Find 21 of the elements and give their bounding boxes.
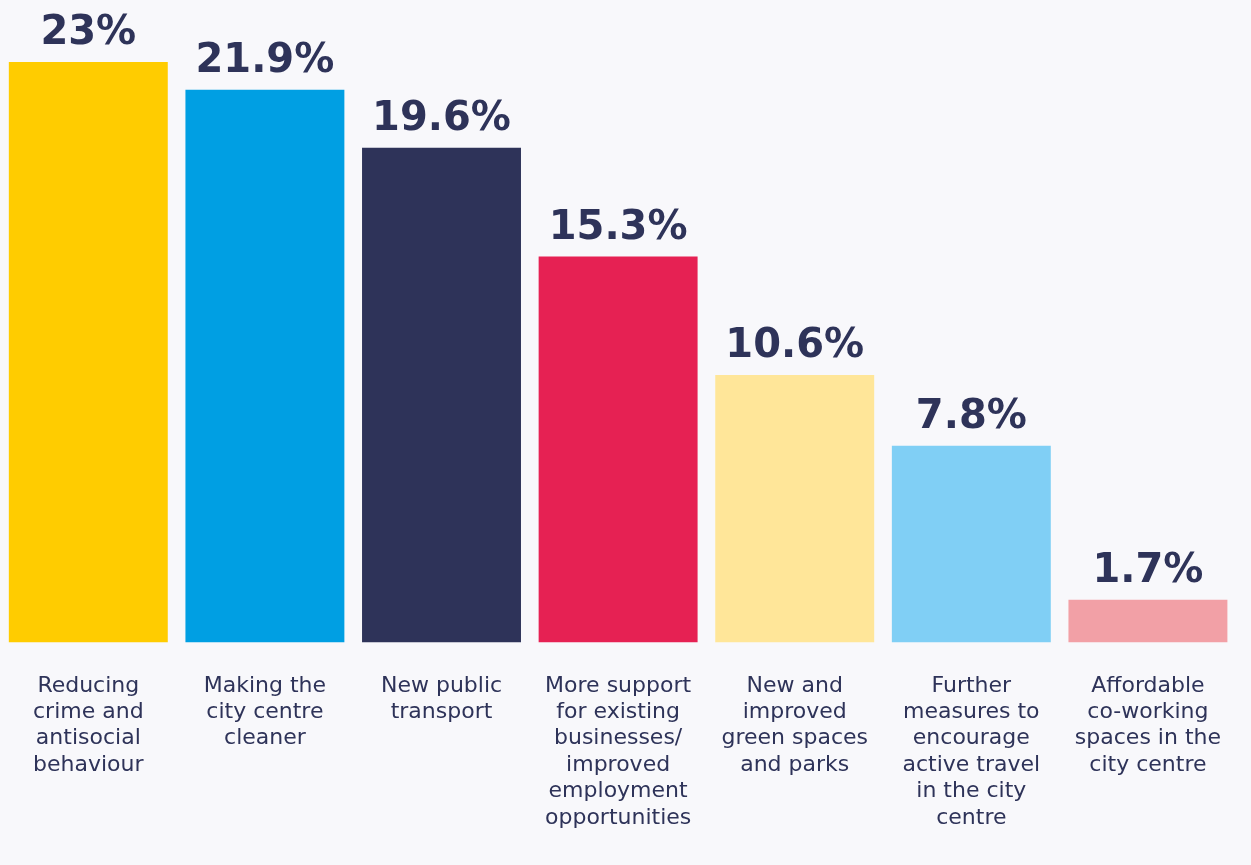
bar [8, 62, 168, 643]
bar [715, 375, 875, 643]
bar [1068, 599, 1228, 643]
x-tick-label: New public transport [380, 671, 503, 723]
bar [891, 445, 1051, 643]
data-label: 1.7% [1092, 545, 1204, 592]
x-tick-label: Further measures to encourage active travel in the city centre [902, 671, 1041, 829]
data-label: 10.6% [725, 320, 865, 367]
x-tick-label: Affordable co-working spaces in the city centre [1074, 671, 1221, 776]
bar [185, 89, 345, 643]
bar [538, 256, 698, 643]
data-label: 15.3% [548, 201, 688, 248]
data-label: 23% [40, 7, 137, 54]
x-tick-label: Making the city centre cleaner [203, 671, 327, 750]
data-label: 19.6% [372, 93, 511, 140]
x-tick-label: More support for existing businesses/ improved employment opportunities [544, 671, 692, 829]
x-tick-label: Reducing crime and antisocial behaviour [33, 671, 145, 776]
data-label: 7.8% [915, 391, 1027, 438]
x-tick-label: New and improved green spaces and parks [721, 671, 868, 776]
bar [362, 147, 521, 643]
data-label: 21.9% [195, 35, 335, 82]
